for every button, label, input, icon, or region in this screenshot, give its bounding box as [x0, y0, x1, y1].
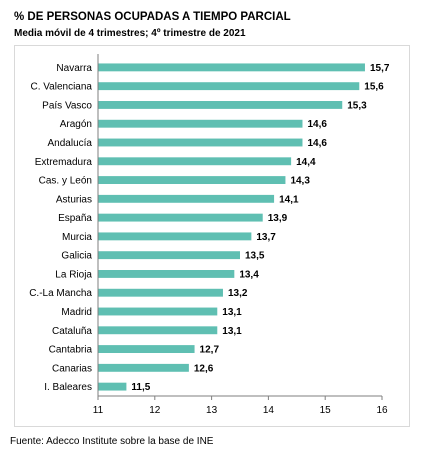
data-label: 11,5	[131, 382, 150, 393]
data-label: 13,2	[228, 288, 248, 299]
data-label: 14,1	[279, 194, 299, 205]
category-label: Asturias	[56, 194, 92, 205]
data-label: 12,7	[200, 345, 220, 356]
data-label: 13,4	[239, 269, 259, 280]
bar	[98, 251, 240, 260]
source-note: Fuente: Adecco Institute sobre la base d…	[10, 436, 214, 447]
bar	[98, 213, 263, 222]
bar	[98, 119, 303, 128]
category-label: Extremadura	[35, 157, 93, 168]
category-label: C. Valenciana	[30, 82, 92, 93]
data-label: 13,1	[222, 326, 242, 337]
data-label: 14,4	[296, 157, 316, 168]
bar	[98, 307, 218, 316]
data-label: 15,7	[370, 63, 390, 74]
bar	[98, 82, 360, 91]
category-label: España	[58, 213, 92, 224]
bar	[98, 138, 303, 147]
x-tick-label: 14	[263, 405, 275, 416]
x-tick-label: 15	[320, 405, 332, 416]
category-label: I. Baleares	[44, 382, 92, 393]
bar	[98, 194, 275, 203]
x-tick-label: 12	[149, 405, 161, 416]
chart-subtitle: Media móvil de 4 trimestres; 4º trimestr…	[14, 28, 246, 39]
bar	[98, 101, 343, 109]
data-label: 14,3	[290, 176, 310, 187]
category-label: C.-La Mancha	[29, 288, 92, 299]
data-label: 13,1	[222, 307, 242, 318]
chart-title: % DE PERSONAS OCUPADAS A TIEMPO PARCIAL	[14, 11, 291, 23]
data-label: 12,6	[194, 363, 214, 374]
category-label: Andalucía	[48, 138, 93, 149]
category-label: Navarra	[56, 63, 92, 74]
x-tick-label: 11	[93, 405, 104, 416]
data-label: 14,6	[307, 119, 327, 130]
category-label: Canarias	[52, 363, 92, 374]
category-label: La Rioja	[55, 269, 92, 280]
category-label: Murcia	[62, 232, 92, 243]
category-label: Cataluña	[52, 326, 92, 337]
data-label: 13,7	[256, 232, 276, 243]
bar-chart: Navarra 15,7 C. Valenciana 15,6 País Vasco 15…	[29, 54, 390, 416]
category-label: Cas. y León	[39, 176, 92, 187]
bar	[98, 363, 189, 372]
x-tick-label: 13	[206, 405, 218, 416]
category-label: Galicia	[61, 251, 92, 262]
x-tick-label: 16	[376, 405, 388, 416]
data-label: 15,3	[347, 100, 367, 111]
category-label: Aragón	[60, 119, 92, 130]
bar	[98, 345, 195, 353]
bar	[98, 326, 218, 335]
data-label: 13,5	[245, 251, 265, 262]
bar	[98, 176, 286, 184]
category-label: Madrid	[61, 307, 92, 318]
bar	[98, 382, 127, 391]
bar	[98, 157, 292, 166]
data-label: 15,6	[364, 82, 384, 93]
category-label: País Vasco	[42, 100, 92, 111]
bar	[98, 63, 365, 72]
category-label: Cantabria	[49, 345, 93, 356]
bar	[98, 232, 252, 241]
chart-frame: Navarra 15,7 C. Valenciana 15,6 País Vasco 15…	[14, 45, 410, 427]
data-label: 13,9	[268, 213, 288, 224]
bar	[98, 270, 235, 278]
bar	[98, 288, 223, 297]
data-label: 14,6	[307, 138, 327, 149]
